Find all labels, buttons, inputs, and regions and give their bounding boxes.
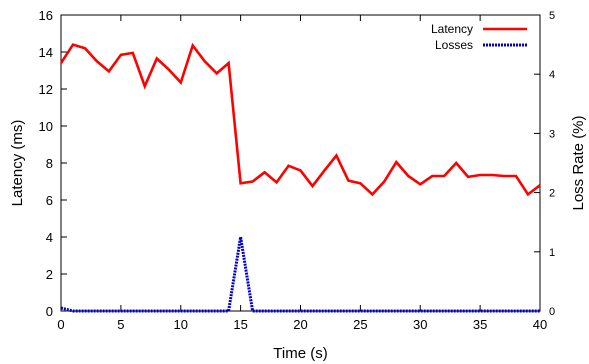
x-tick-label: 0 [57,317,64,332]
y-left-tick-label: 16 [39,8,53,23]
y-right-tick-label: 5 [549,10,555,22]
legend-label-latency: Latency [431,22,473,36]
x-tick-label: 20 [293,317,307,332]
y-left-tick-label: 2 [46,267,53,282]
x-axis-title: Time (s) [273,345,327,362]
y-right-tick-label: 0 [549,306,555,318]
legend: Latency Losses [431,22,527,52]
series-line-losses [60,236,540,313]
y-left-tick-label: 6 [46,193,53,208]
x-tick-label: 30 [413,317,427,332]
series-line-latency [59,42,541,197]
y-axis-right-title: Loss Rate (%) [570,115,587,210]
y-left-tick-label: 14 [39,45,53,60]
y-right-tick-label: 4 [549,69,555,81]
x-tick-label: 35 [473,317,487,332]
y-axis-left-title: Latency (ms) [9,120,26,207]
x-tick-label: 40 [533,317,547,332]
series-lines [59,42,541,313]
legend-label-losses: Losses [435,38,473,52]
y-right-tick-label: 2 [549,188,555,200]
x-tick-label: 25 [353,317,367,332]
y-left-tick-label: 12 [39,82,53,97]
y-left-tick-label: 4 [46,230,53,245]
x-tick-label: 5 [117,317,124,332]
y-left-tick-label: 8 [46,156,53,171]
y-right-tick-label: 1 [549,247,555,259]
y-left-tick-label: 0 [46,304,53,319]
x-tick-label: 15 [233,317,247,332]
y-left-tick-label: 10 [39,119,53,134]
y-right-tick-label: 3 [549,128,555,140]
x-tick-label: 10 [174,317,188,332]
